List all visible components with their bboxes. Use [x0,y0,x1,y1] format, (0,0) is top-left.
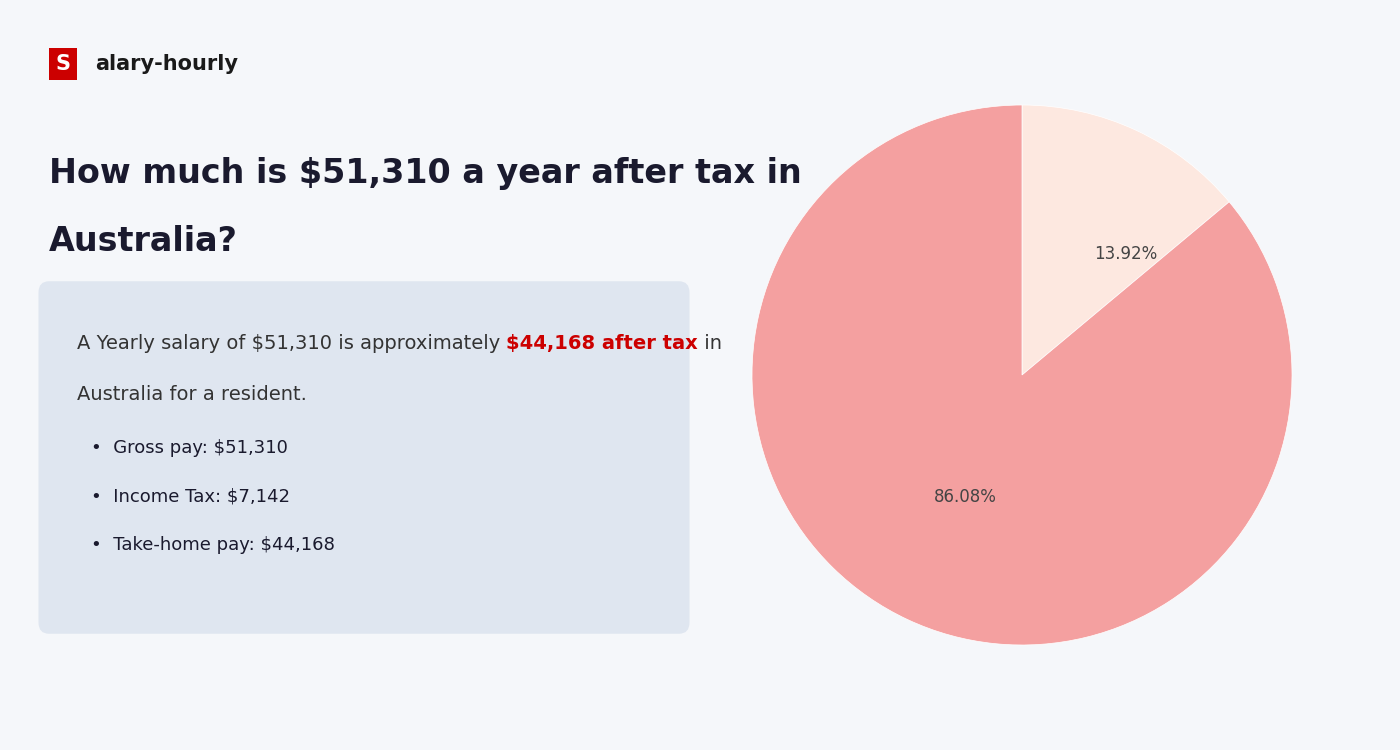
Text: Australia?: Australia? [49,225,238,258]
Text: 86.08%: 86.08% [934,488,997,506]
Text: 13.92%: 13.92% [1093,245,1156,263]
Wedge shape [752,105,1292,645]
Text: •  Take-home pay: $44,168: • Take-home pay: $44,168 [91,536,335,554]
Text: •  Income Tax: $7,142: • Income Tax: $7,142 [91,488,290,506]
FancyBboxPatch shape [39,281,690,634]
Text: $44,168 after tax: $44,168 after tax [507,334,699,352]
Text: How much is $51,310 a year after tax in: How much is $51,310 a year after tax in [49,158,802,190]
Text: •  Gross pay: $51,310: • Gross pay: $51,310 [91,439,288,457]
Text: alary-hourly: alary-hourly [95,54,238,74]
Text: Australia for a resident.: Australia for a resident. [77,385,307,404]
Text: S: S [56,54,70,74]
Text: A Yearly salary of $51,310 is approximately: A Yearly salary of $51,310 is approximat… [77,334,507,352]
Text: in: in [699,334,722,352]
Wedge shape [1022,105,1229,375]
